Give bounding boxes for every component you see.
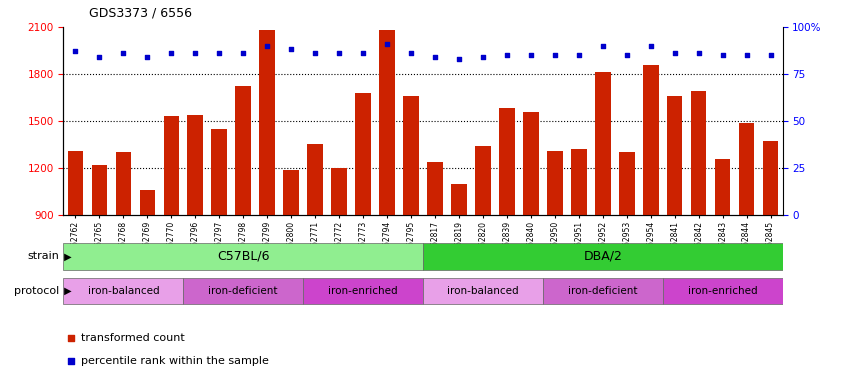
Bar <box>763 141 778 215</box>
Point <box>667 50 681 56</box>
Point <box>308 50 321 56</box>
Point <box>261 43 274 49</box>
Bar <box>63 243 423 270</box>
Bar <box>643 65 658 215</box>
Point <box>548 52 562 58</box>
Point <box>620 52 634 58</box>
Text: GDS3373 / 6556: GDS3373 / 6556 <box>89 6 192 19</box>
Bar <box>427 162 442 215</box>
Point <box>140 54 154 60</box>
Point <box>63 358 78 364</box>
Point <box>764 52 777 58</box>
Bar <box>619 152 634 215</box>
Bar <box>423 243 783 270</box>
Bar <box>303 278 423 304</box>
Point <box>524 52 537 58</box>
Bar <box>68 151 83 215</box>
Point <box>212 50 226 56</box>
Point <box>92 54 106 60</box>
Text: iron-balanced: iron-balanced <box>448 286 519 296</box>
Text: iron-deficient: iron-deficient <box>568 286 638 296</box>
Point <box>476 54 490 60</box>
Bar <box>212 129 227 215</box>
Bar <box>595 72 611 215</box>
Bar <box>547 151 563 215</box>
Text: iron-deficient: iron-deficient <box>208 286 278 296</box>
Point <box>284 46 298 53</box>
Text: iron-balanced: iron-balanced <box>88 286 159 296</box>
Bar <box>140 190 155 215</box>
Bar <box>379 30 395 215</box>
Point <box>236 50 250 56</box>
Point <box>452 56 465 62</box>
Point <box>117 50 130 56</box>
Bar <box>355 93 371 215</box>
Point <box>692 50 706 56</box>
Bar <box>307 144 323 215</box>
Point <box>63 334 78 341</box>
Bar <box>63 278 184 304</box>
Point <box>739 52 753 58</box>
Text: C57BL/6: C57BL/6 <box>217 250 270 263</box>
Bar <box>423 278 543 304</box>
Bar <box>116 152 131 215</box>
Point <box>716 52 729 58</box>
Bar <box>184 278 303 304</box>
Bar <box>523 112 539 215</box>
Point <box>189 50 202 56</box>
Bar <box>543 278 662 304</box>
Text: strain: strain <box>27 251 59 262</box>
Bar <box>499 108 514 215</box>
Point <box>69 48 82 55</box>
Bar <box>332 168 347 215</box>
Bar <box>91 165 107 215</box>
Point <box>332 50 346 56</box>
Text: protocol: protocol <box>14 286 59 296</box>
Bar <box>260 30 275 215</box>
Bar <box>451 184 467 215</box>
Point <box>428 54 442 60</box>
Bar <box>188 115 203 215</box>
Bar <box>404 96 419 215</box>
Point <box>404 50 418 56</box>
Text: percentile rank within the sample: percentile rank within the sample <box>80 356 268 366</box>
Bar <box>715 159 730 215</box>
Bar <box>662 278 783 304</box>
Text: iron-enriched: iron-enriched <box>328 286 398 296</box>
Text: iron-enriched: iron-enriched <box>688 286 757 296</box>
Point <box>356 50 370 56</box>
Text: transformed count: transformed count <box>80 333 184 343</box>
Bar <box>163 116 179 215</box>
Point <box>164 50 178 56</box>
Point <box>380 41 393 47</box>
Point <box>572 52 585 58</box>
Bar <box>283 170 299 215</box>
Bar <box>691 91 706 215</box>
Point <box>644 43 657 49</box>
Bar <box>739 122 755 215</box>
Text: DBA/2: DBA/2 <box>584 250 622 263</box>
Point <box>596 43 609 49</box>
Bar <box>235 86 251 215</box>
Text: ▶: ▶ <box>61 251 72 262</box>
Bar <box>667 96 683 215</box>
Text: ▶: ▶ <box>61 286 72 296</box>
Point <box>500 52 514 58</box>
Bar <box>475 146 491 215</box>
Bar <box>571 149 586 215</box>
